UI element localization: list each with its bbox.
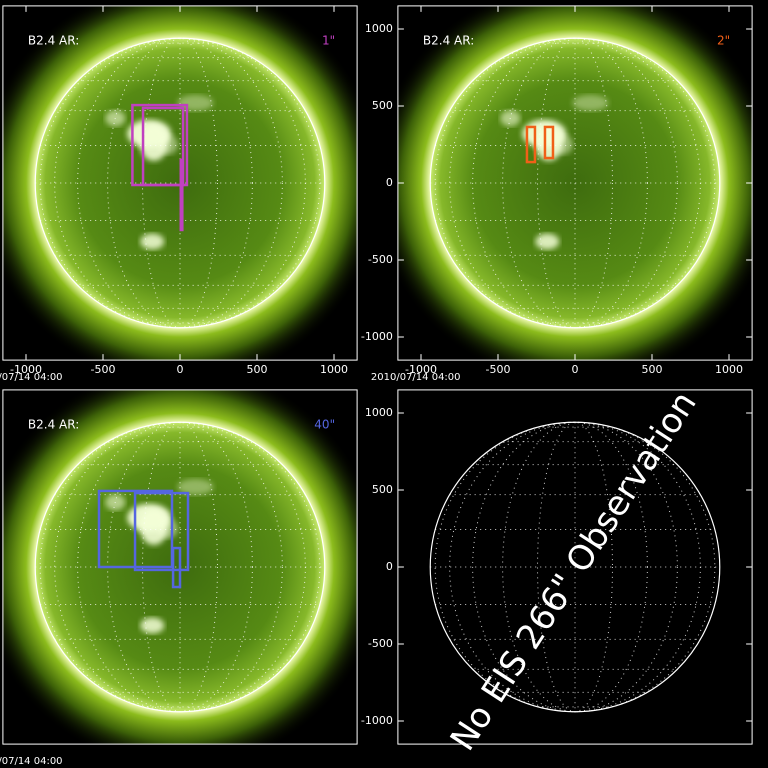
bright-region bbox=[552, 134, 573, 155]
x-tick-label: -1000 bbox=[405, 363, 437, 376]
slit-label: 2" bbox=[717, 33, 730, 47]
y-tick-label: -1000 bbox=[361, 714, 393, 727]
bright-region bbox=[140, 233, 165, 250]
panel-label: B2.4 AR: bbox=[28, 33, 79, 47]
panel-label: B2.4 AR: bbox=[423, 33, 474, 47]
heliographic-grid bbox=[77, 37, 283, 329]
raster-box bbox=[179, 158, 184, 232]
bright-region bbox=[157, 518, 178, 539]
bright-region bbox=[139, 508, 168, 545]
slit-label: 40" bbox=[314, 417, 335, 431]
bright-region bbox=[157, 134, 178, 155]
bright-region bbox=[177, 478, 214, 495]
x-tick-label: -500 bbox=[91, 363, 116, 376]
heliographic-grid bbox=[472, 421, 678, 713]
bright-region bbox=[139, 124, 168, 161]
bright-region bbox=[535, 233, 560, 250]
raster-box bbox=[525, 125, 537, 164]
raster-box bbox=[543, 125, 555, 160]
panel bbox=[2, 5, 358, 361]
x-tick-label: 0 bbox=[177, 363, 184, 376]
x-tick-label: 500 bbox=[642, 363, 663, 376]
raster-box bbox=[133, 491, 190, 572]
x-tick-label: 1000 bbox=[715, 363, 743, 376]
y-tick-label: 0 bbox=[386, 176, 393, 189]
x-tick-label: -500 bbox=[486, 363, 511, 376]
solar-disk bbox=[430, 38, 720, 328]
x-tick-label: -1000 bbox=[10, 363, 42, 376]
raster-box bbox=[171, 546, 182, 589]
raster-box bbox=[141, 106, 185, 187]
slit-label: 1" bbox=[322, 33, 335, 47]
y-tick-label: 1000 bbox=[365, 22, 393, 35]
heliographic-grid bbox=[472, 37, 678, 329]
timestamp: 2010/07/14 04:00 bbox=[0, 756, 63, 767]
panel bbox=[397, 5, 753, 361]
x-tick-label: 1000 bbox=[320, 363, 348, 376]
bright-region bbox=[572, 94, 609, 111]
y-tick-label: 500 bbox=[372, 483, 393, 496]
panel bbox=[2, 389, 358, 745]
y-tick-label: -500 bbox=[368, 253, 393, 266]
y-tick-label: -1000 bbox=[361, 330, 393, 343]
timestamp: 2010/07/14 04:00 bbox=[371, 372, 461, 383]
bright-region bbox=[140, 617, 165, 634]
x-tick-label: 500 bbox=[247, 363, 268, 376]
y-tick-label: 1000 bbox=[365, 406, 393, 419]
heliographic-grid bbox=[77, 421, 283, 713]
y-tick-label: -500 bbox=[368, 637, 393, 650]
y-tick-label: 0 bbox=[386, 560, 393, 573]
panel bbox=[429, 421, 721, 713]
panel-label: B2.4 AR: bbox=[28, 417, 79, 431]
axes-frame bbox=[2, 389, 358, 745]
x-tick-label: 0 bbox=[572, 363, 579, 376]
bright-region bbox=[534, 124, 563, 161]
y-tick-label: 500 bbox=[372, 99, 393, 112]
timestamp: 2010/07/14 04:00 bbox=[0, 372, 63, 383]
